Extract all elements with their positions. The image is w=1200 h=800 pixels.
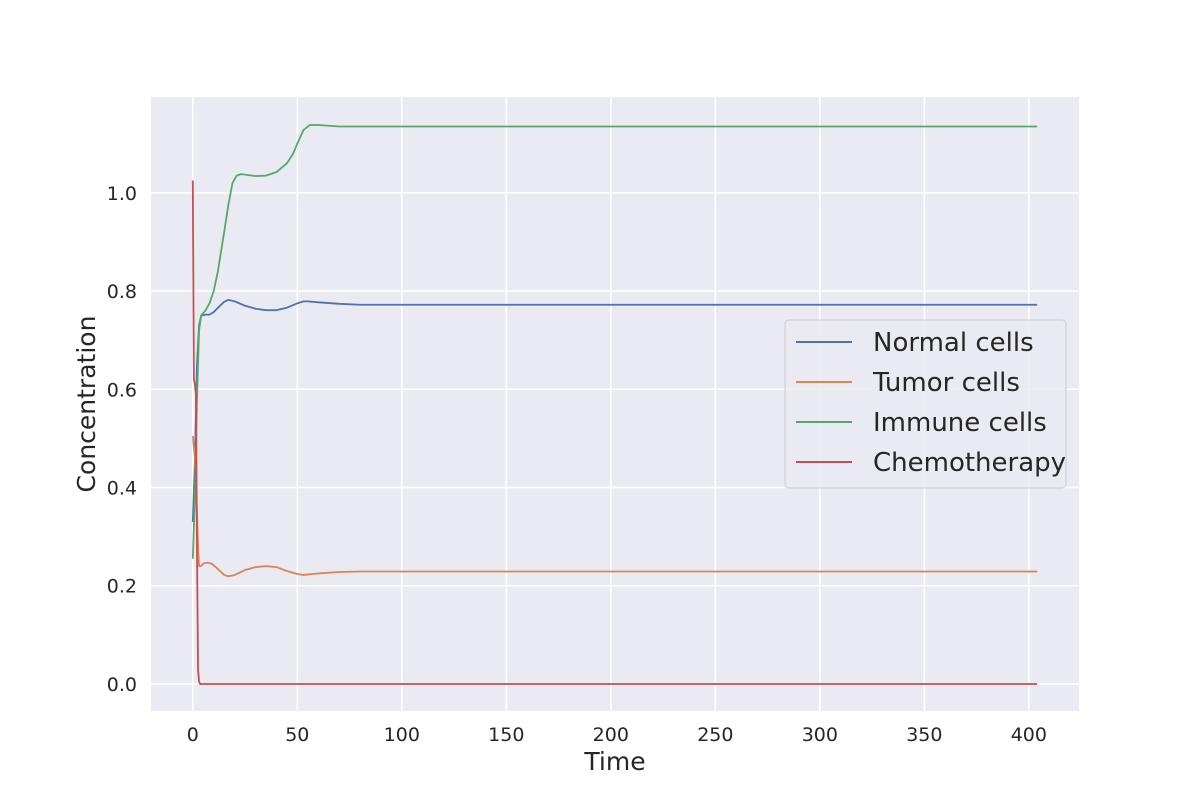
y-axis-label: Concentration <box>72 316 101 493</box>
x-tick-label: 150 <box>488 724 524 746</box>
x-tick-label: 0 <box>187 724 199 746</box>
x-axis-ticks: 0 50 100 150 200 250 300 350 400 <box>187 724 1047 746</box>
x-tick-label: 400 <box>1011 724 1047 746</box>
x-tick-label: 50 <box>285 724 309 746</box>
series-line-3 <box>191 180 1038 685</box>
y-tick-label: 0.0 <box>107 674 137 696</box>
x-tick-label: 250 <box>697 724 733 746</box>
legend-label: Tumor cells <box>872 368 1020 398</box>
y-tick-label: 0.6 <box>107 379 137 401</box>
x-axis-label: Time <box>583 747 645 776</box>
x-tick-label: 300 <box>802 724 838 746</box>
legend: Normal cells Tumor cells Immune cells Chemo… <box>784 319 1067 489</box>
y-tick-label: 0.4 <box>107 478 137 500</box>
y-tick-label: 1.0 <box>107 183 137 205</box>
legend-box <box>784 319 1067 489</box>
x-tick-label: 200 <box>593 724 629 746</box>
series-line-1 <box>191 435 1038 578</box>
y-axis-ticks: 0.0 0.2 0.4 0.6 0.8 1.0 <box>107 183 137 696</box>
x-tick-label: 350 <box>906 724 942 746</box>
series-line-0 <box>191 298 1038 522</box>
y-tick-label: 0.2 <box>107 576 137 598</box>
legend-label: Normal cells <box>873 328 1034 358</box>
x-tick-label: 100 <box>384 724 420 746</box>
legend-label: Immune cells <box>873 408 1047 438</box>
series-line-2 <box>191 124 1038 559</box>
legend-label: Chemotherapy <box>873 448 1066 478</box>
y-tick-label: 0.8 <box>107 281 137 303</box>
series-lines <box>191 124 1038 685</box>
